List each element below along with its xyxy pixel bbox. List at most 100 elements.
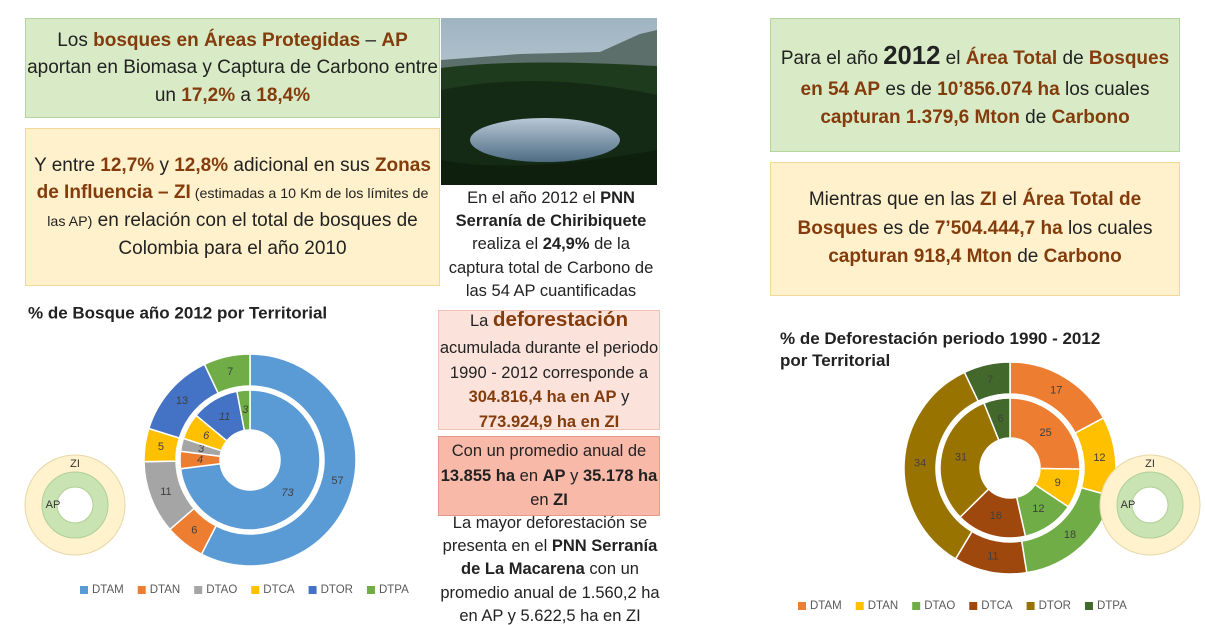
data-label: 11 — [987, 550, 998, 562]
text-segment: (estimadas a 10 Km de los límites de las… — [47, 186, 429, 230]
text-segment: los cuales — [1059, 78, 1150, 100]
data-label: 13 — [176, 395, 188, 407]
legend-label: DTPA — [1097, 600, 1127, 612]
data-label: 7 — [227, 366, 233, 378]
text-box: Los bosques en Áreas Protegidas – AP apo… — [25, 18, 440, 118]
text-segment: en — [530, 491, 554, 510]
text-box: La mayor deforestación se presenta en el… — [438, 514, 662, 624]
text-segment: – — [360, 29, 382, 51]
paragraph: La mayor deforestación se presenta en el… — [438, 512, 662, 625]
text-segment: y — [616, 388, 630, 407]
donut-slice — [203, 353, 251, 395]
text-segment: 13.855 ha — [440, 466, 516, 485]
donut-slice — [179, 389, 321, 531]
data-label: 3 — [198, 443, 205, 455]
text-segment: 18,4% — [256, 84, 311, 106]
text-segment: 304.816,4 ha en AP — [468, 388, 617, 407]
text-segment: acumulada durante el periodo 1990 - 2012… — [439, 338, 659, 382]
text-segment: 10’856.074 ha — [937, 78, 1060, 100]
text-segment: deforestación — [492, 308, 629, 332]
legend-label: DTOR — [1039, 600, 1071, 612]
text-segment: bosques en Áreas Protegidas — [93, 29, 361, 51]
legend-label: DTAM — [810, 600, 842, 612]
legend-swatch — [855, 602, 864, 610]
legend-swatch — [194, 586, 203, 594]
donut-slice — [963, 361, 1011, 403]
legend-swatch — [80, 586, 88, 594]
text-segment: AP — [381, 29, 408, 51]
legend-label: DTCA — [981, 600, 1013, 612]
paragraph: Y entre 12,7% y 12,8% adicional en sus Z… — [32, 152, 433, 262]
ring-legend-label: ZI — [1145, 458, 1155, 470]
data-label: 16 — [990, 510, 1002, 522]
data-label: 25 — [1040, 427, 1052, 439]
data-label: 7 — [987, 374, 993, 386]
donut-slice — [236, 389, 251, 432]
legend-label: DTAM — [92, 584, 124, 596]
data-label: 18 — [1064, 529, 1076, 541]
ring-legend-label: ZI — [70, 458, 80, 470]
data-label: 11 — [219, 411, 230, 423]
text-segment: Carbono — [1051, 107, 1130, 129]
text-segment: y — [154, 154, 175, 176]
text-segment: capturan 918,4 Mton — [828, 246, 1012, 268]
text-segment: de la captura total de Carbono de las 54… — [448, 235, 654, 300]
text-box: Con un promedio anual de 13.855 ha en AP… — [438, 436, 660, 516]
data-label: 34 — [914, 458, 926, 470]
donut-slice — [1009, 397, 1081, 470]
text-box: Para el año 2012 el Área Total de Bosque… — [770, 18, 1180, 152]
data-label: 3 — [242, 404, 249, 416]
data-label: 12 — [1032, 503, 1044, 515]
text-segment: 7’504.444,7 ha — [934, 217, 1063, 239]
paragraph: En el año 2012 el PNN Serranía de Chirib… — [445, 187, 657, 302]
text-segment: y — [565, 466, 583, 485]
text-segment: ZI — [553, 491, 568, 510]
legend-swatch — [251, 586, 260, 594]
text-segment: el — [940, 48, 966, 70]
text-box: Y entre 12,7% y 12,8% adicional en sus Z… — [25, 128, 440, 286]
legend-swatch — [366, 586, 375, 594]
chart-title: % de Deforestación periodo 1990 - 2012 po… — [780, 329, 1100, 370]
legend-swatch — [969, 602, 978, 610]
text-segment: aportan en Biomasa y Captura de Carbono … — [27, 57, 438, 106]
text-segment: los cuales — [1062, 217, 1153, 239]
data-label: 11 — [160, 486, 171, 498]
ring-legend-label: AP — [1121, 499, 1136, 511]
text-segment: a — [235, 84, 257, 106]
legend-label: DTAO — [924, 600, 955, 612]
text-segment: de — [1057, 48, 1089, 70]
legend-swatch — [137, 586, 146, 594]
paragraph: Para el año 2012 el Área Total de Bosque… — [779, 37, 1171, 132]
text-segment: capturan 1.379,6 Mton — [820, 107, 1020, 129]
legend-swatch — [1084, 602, 1093, 610]
ring-legend-hole — [56, 486, 94, 524]
text-segment: ZI — [979, 189, 997, 211]
data-label: 6 — [997, 413, 1003, 425]
paragraph: Los bosques en Áreas Protegidas – AP apo… — [26, 27, 439, 110]
donut-slice — [200, 353, 357, 567]
text-segment: con un promedio anual de 1.560,2 ha en A… — [440, 560, 660, 625]
text-segment: el — [996, 189, 1023, 211]
text-segment: es de — [877, 217, 935, 239]
paragraph: Con un promedio anual de 13.855 ha en AP… — [439, 439, 659, 513]
legend-label: DTCA — [263, 584, 295, 596]
text-segment: Con un promedio anual de — [451, 441, 647, 460]
data-label: 6 — [191, 525, 197, 537]
data-label: 57 — [331, 475, 343, 487]
text-segment: Los — [57, 29, 94, 51]
text-segment: de — [1019, 107, 1052, 129]
text-segment: 12,7% — [100, 154, 155, 176]
text-box: La deforestación acumulada durante el pe… — [438, 308, 660, 431]
data-label: 17 — [1050, 385, 1062, 397]
text-segment: En el año 2012 el — [467, 189, 601, 208]
ring-legend-hole — [1131, 486, 1169, 524]
text-segment: Área Total — [965, 48, 1058, 70]
legend-swatch — [798, 602, 806, 610]
text-segment: Para el año — [780, 48, 884, 70]
text-segment: AP — [542, 466, 566, 485]
text-segment: 35.178 ha — [582, 466, 658, 485]
text-segment: PNN Serranía de La Macarena — [461, 537, 658, 579]
legend-label: DTOR — [321, 584, 353, 596]
